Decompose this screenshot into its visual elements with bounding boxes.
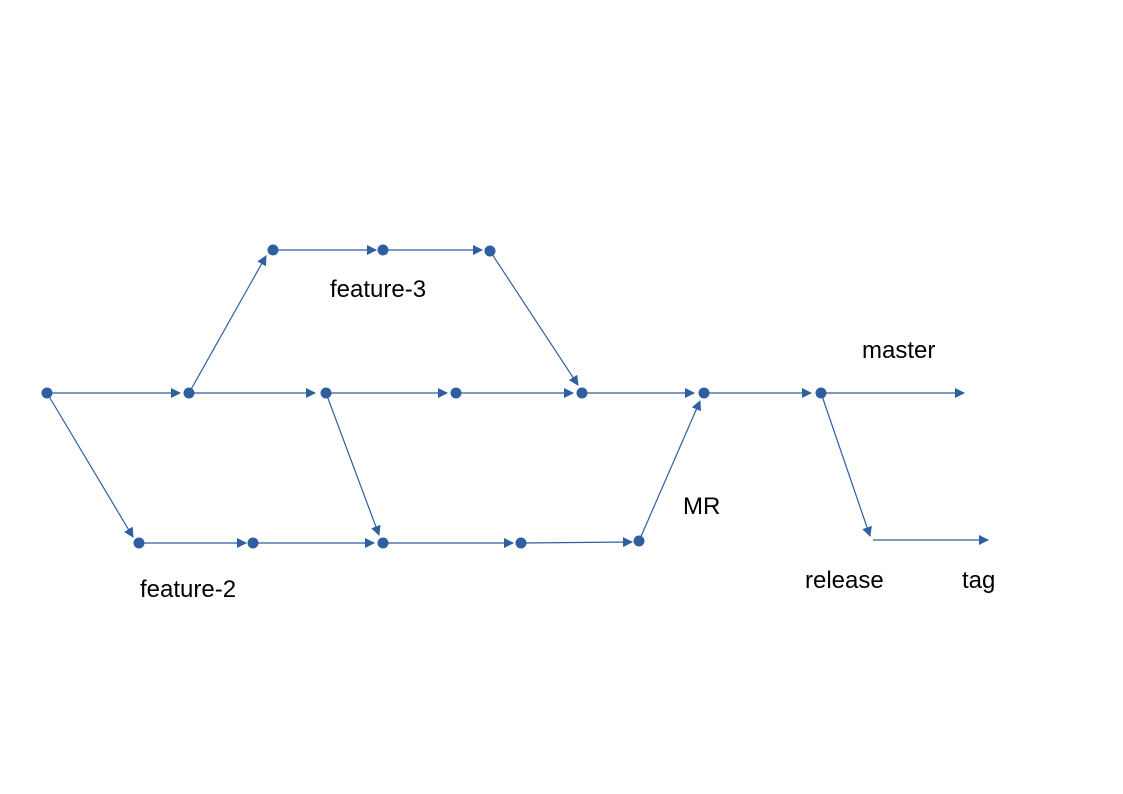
node-group [41,244,827,549]
commit-node [377,537,389,549]
edge-release [820,392,872,537]
edge-feature-2-start [46,392,134,538]
release-label: release [805,567,884,594]
commit-node [576,387,588,399]
edge-master-to-feature-2 [325,392,381,536]
commit-node [183,387,195,399]
edge-mr [638,400,701,542]
commit-node [41,387,53,399]
commit-node [247,537,259,549]
master-label: master [862,337,935,364]
edge-feature-2-4 [520,537,633,548]
tag-label: tag [962,567,995,594]
commit-node [484,245,496,257]
edge-group [46,245,989,548]
edge-feature-3-merge [489,250,579,386]
commit-node [815,387,827,399]
commit-node [515,537,527,549]
commit-node [377,244,389,256]
commit-node [267,244,279,256]
mr-label: MR [683,493,720,520]
commit-node [450,387,462,399]
feature-2-label: feature-2 [140,576,236,603]
commit-node [698,387,710,399]
feature-3-label: feature-3 [330,276,426,303]
commit-node [133,537,145,549]
commit-node [320,387,332,399]
edge-feature-3-start [188,255,267,394]
commit-node [633,535,645,547]
label-group: feature-3 master MR feature-2 release ta… [140,276,995,603]
